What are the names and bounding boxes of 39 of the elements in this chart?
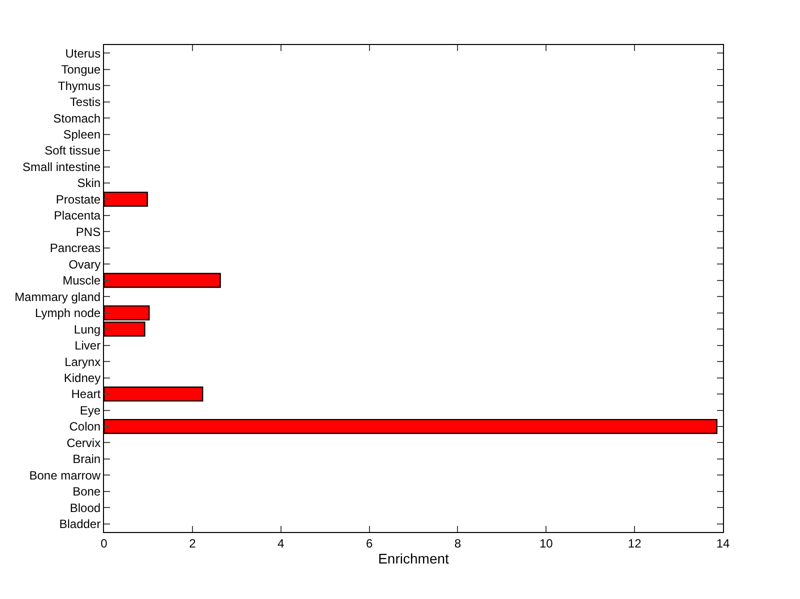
x-tick-label: 8 xyxy=(454,536,462,550)
y-tick-label: Lung xyxy=(74,322,101,336)
y-tick-label: PNS xyxy=(76,224,101,239)
x-axis-title: Enrichment xyxy=(378,550,450,567)
x-tick-label: 10 xyxy=(539,536,554,550)
y-tick-label: Larynx xyxy=(64,354,101,369)
y-tick-label: Liver xyxy=(74,338,101,353)
y-tick-label: Lymph node xyxy=(34,306,101,320)
y-tick-label: Tongue xyxy=(61,62,101,77)
x-tick-label: 2 xyxy=(189,536,196,550)
y-tick-label: Muscle xyxy=(62,274,101,288)
y-tick-label: Placenta xyxy=(54,208,101,223)
y-tick-label: Blood xyxy=(70,500,101,515)
x-tick-label: 14 xyxy=(716,536,730,550)
y-tick-label: Cervix xyxy=(66,436,101,450)
y-tick-label: Thymus xyxy=(58,78,101,93)
y-tick-label: Bone xyxy=(72,484,101,499)
y-tick-label: Brain xyxy=(72,452,101,466)
x-tick-label: 6 xyxy=(366,536,373,550)
y-tick-label: Prostate xyxy=(56,192,101,206)
y-tick-label: Soft tissue xyxy=(44,144,101,158)
y-tick-label: Mammary gland xyxy=(14,290,101,304)
y-tick-label: Stomach xyxy=(53,111,101,126)
y-tick-label: Heart xyxy=(71,387,102,402)
y-tick-label: Colon xyxy=(69,420,101,434)
y-tick-label: Ovary xyxy=(68,257,101,272)
y-tick-label: Eye xyxy=(80,403,101,418)
x-tick-label: 4 xyxy=(278,536,285,550)
y-tick-label: Skin xyxy=(77,176,101,190)
y-tick-label: Kidney xyxy=(64,370,101,385)
y-tick-label: Testis xyxy=(70,95,101,110)
y-tick-label: Small intestine xyxy=(22,160,101,174)
y-tick-label: Bladder xyxy=(59,517,101,532)
x-tick-label: 12 xyxy=(628,536,642,550)
y-tick-label: Pancreas xyxy=(50,241,101,256)
y-tick-label: Bone marrow xyxy=(29,468,101,482)
y-tick-label: Uterus xyxy=(65,46,101,60)
y-tick-label: Spleen xyxy=(63,127,101,142)
x-tick-label: 0 xyxy=(100,536,108,550)
